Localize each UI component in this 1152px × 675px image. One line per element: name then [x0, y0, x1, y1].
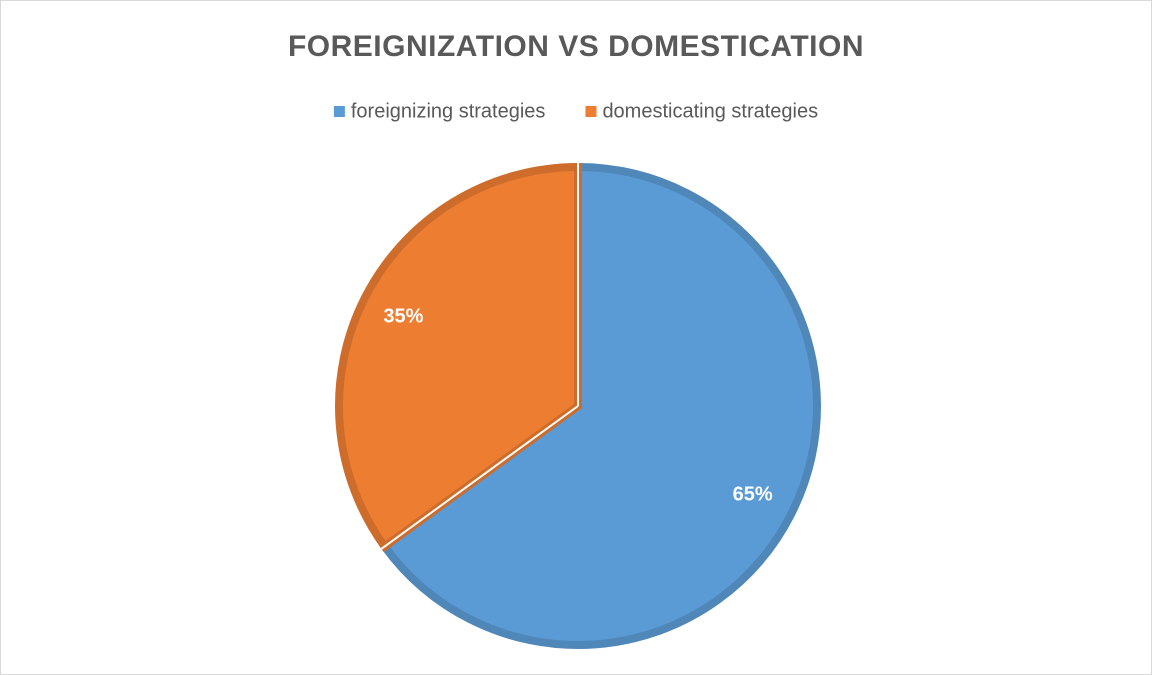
slice-separator	[380, 405, 579, 550]
pie-slice	[379, 162, 821, 649]
data-label: 35%	[383, 305, 423, 327]
chart-title: FOREIGNIZATION VS DOMESTICATION	[288, 30, 864, 63]
legend-label: foreignizing strategies	[351, 100, 546, 122]
legend-swatch	[585, 106, 597, 117]
pie-slice	[335, 162, 582, 553]
legend-swatch	[333, 106, 345, 117]
data-label: 65%	[733, 483, 773, 505]
legend-label: domesticating strategies	[602, 100, 818, 122]
